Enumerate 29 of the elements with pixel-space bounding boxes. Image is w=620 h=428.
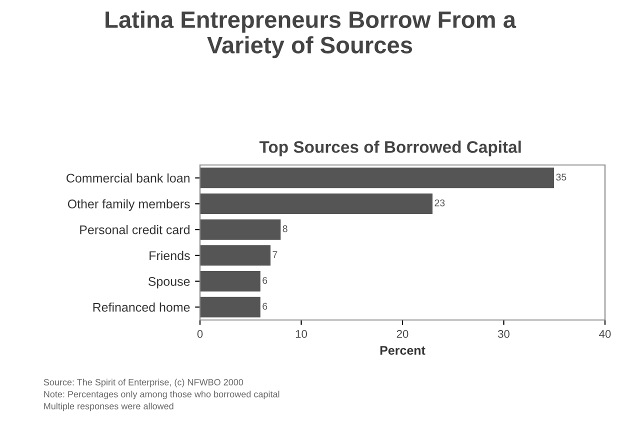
y-tick-label: Commercial bank loan	[66, 173, 190, 183]
data-label: 8	[282, 225, 288, 232]
x-axis-title: Percent	[380, 346, 426, 355]
bar	[200, 270, 262, 292]
x-tick-label: 0	[197, 330, 203, 338]
x-tick-label: 20	[396, 330, 408, 338]
y-tick-label: Personal credit card	[80, 225, 190, 234]
bar	[200, 244, 272, 266]
bar	[200, 218, 282, 241]
y-tick-label: Friends	[150, 250, 190, 260]
data-label: 7	[272, 251, 278, 258]
y-tick-label: Spouse	[148, 277, 190, 288]
chart-title: Latina Entrepreneurs Borrow From a Variety of Sources	[106, 10, 516, 58]
bar	[200, 166, 555, 189]
text: Note: Percentages only among those who borrowed capital	[44, 390, 280, 400]
bar	[200, 296, 262, 318]
data-label: 23	[434, 199, 445, 206]
x-tick-label: 40	[599, 330, 611, 338]
source-note: Source: The Spirit of Enterprise, (c) NFWBO 2000	[44, 378, 244, 388]
data-label: 6	[262, 276, 268, 284]
y-tick-label: Other family members	[68, 199, 190, 211]
x-tick-label: 10	[296, 330, 307, 338]
chart-subtitle: Top Sources of Borrowed Capital	[259, 140, 521, 156]
data-label: 35	[556, 174, 566, 181]
text: Multiple responses were allowed	[44, 402, 174, 412]
bar	[200, 192, 434, 215]
y-tick-label: Refinanced home	[93, 302, 190, 312]
data-label: 6	[262, 302, 268, 310]
x-tick-label: 30	[498, 330, 510, 338]
